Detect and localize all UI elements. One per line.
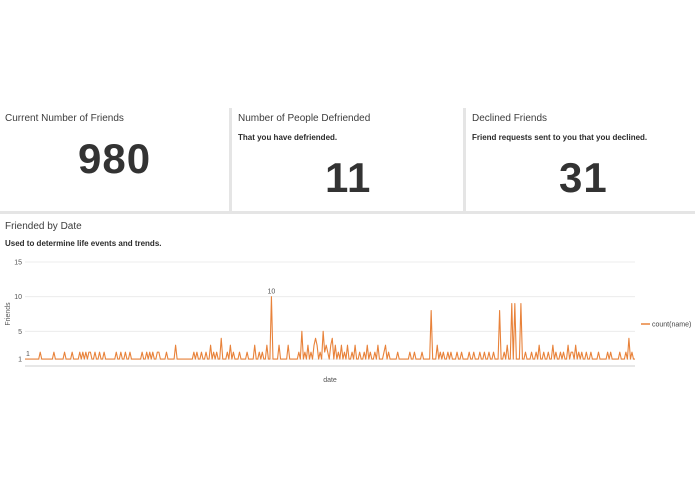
data-label: 1 <box>26 351 30 358</box>
y-tick-label: 15 <box>14 260 22 267</box>
kpi-title: Current Number of Friends <box>5 113 124 124</box>
kpi-value: 980 <box>78 135 152 182</box>
kpi-value: 11 <box>325 154 372 201</box>
x-axis-label: date <box>323 377 337 384</box>
legend-label: count(name) <box>652 322 691 329</box>
data-label: 10 <box>268 289 276 296</box>
kpi-value: 31 <box>559 154 608 201</box>
y-tick-label: 5 <box>18 329 22 336</box>
series-line-0 <box>25 296 635 360</box>
divider <box>463 108 466 212</box>
kpi-defriended: Number of People Defriended That you hav… <box>233 108 463 211</box>
divider <box>229 108 232 212</box>
kpi-subtitle: That you have defriended. <box>238 133 338 142</box>
kpi-title: Declined Friends <box>472 113 548 124</box>
kpi-declined: Declined Friends Friend requests sent to… <box>467 108 695 211</box>
y-tick-label: 1 <box>18 357 22 364</box>
friends-line-chart: 15 10 5 1 Friends date 10 1 count(name) <box>5 260 691 385</box>
chart-subtitle: Used to determine life events and trends… <box>5 239 162 248</box>
kpi-current-friends: Current Number of Friends 980 <box>0 108 229 211</box>
kpi-title: Number of People Defriended <box>238 113 371 124</box>
friended-by-date-card: Friended by Date Used to determine life … <box>0 214 695 384</box>
divider <box>0 211 695 214</box>
chart-title: Friended by Date <box>5 221 82 232</box>
y-axis-label: Friends <box>5 302 12 326</box>
kpi-subtitle: Friend requests sent to you that you dec… <box>472 133 648 142</box>
y-tick-label: 10 <box>14 294 22 301</box>
